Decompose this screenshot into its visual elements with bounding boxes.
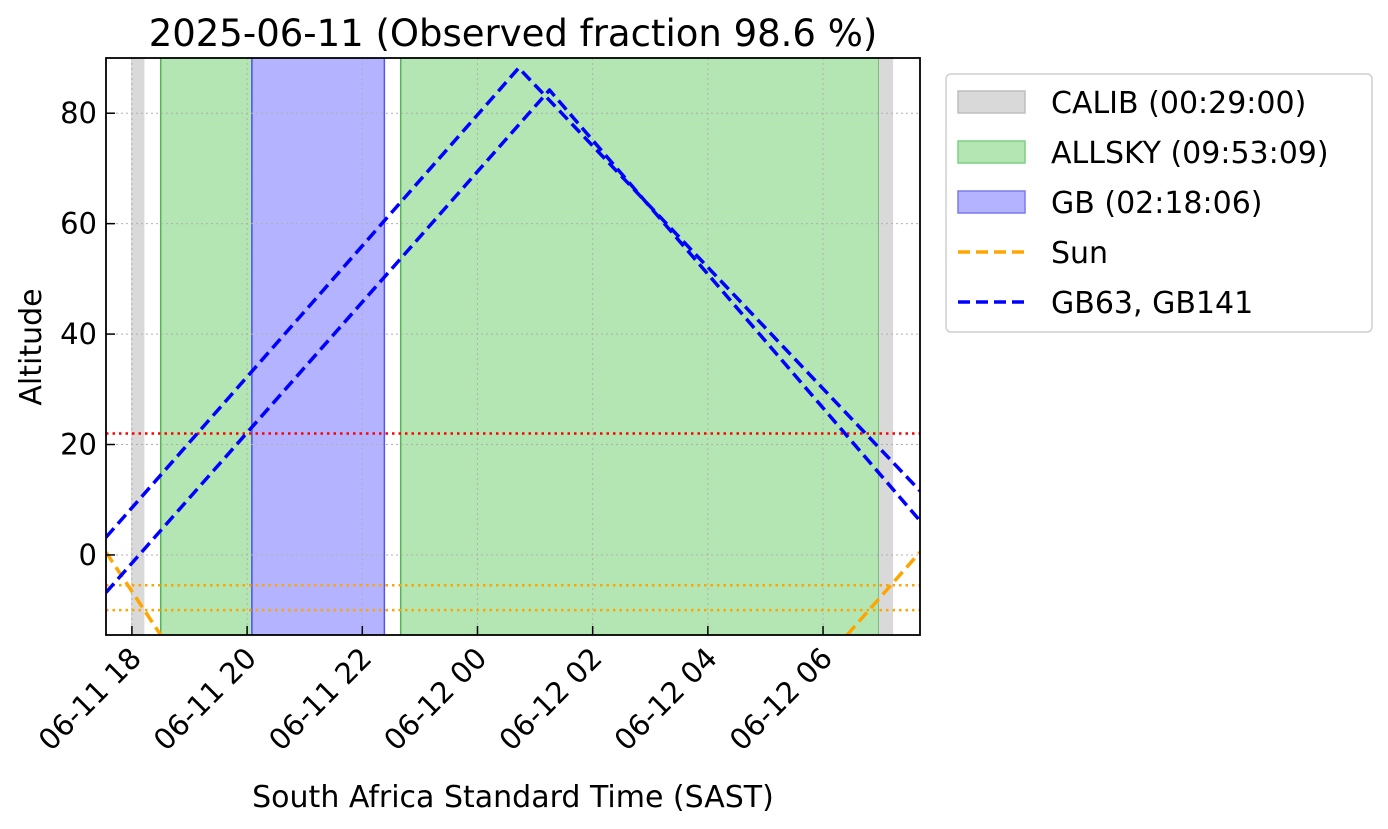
x-tick-label: 06-11 22 xyxy=(262,641,378,757)
legend-label: CALIB (00:29:00) xyxy=(1051,86,1306,121)
y-axis-label: Altitude xyxy=(14,288,49,405)
x-tick-label: 06-12 00 xyxy=(377,641,493,757)
x-tick-label: 06-12 06 xyxy=(723,641,839,757)
legend-swatch xyxy=(957,190,1026,214)
legend-label: Sun xyxy=(1051,236,1108,271)
chart-title: 2025-06-11 (Observed fraction 98.6 %) xyxy=(149,12,878,55)
legend-label: GB (02:18:06) xyxy=(1051,186,1263,221)
y-tick-label: 0 xyxy=(79,538,97,572)
x-tick-label: 06-12 02 xyxy=(492,641,608,757)
series-line-1 xyxy=(845,551,920,635)
legend-swatch xyxy=(957,140,1026,164)
y-tick-label: 60 xyxy=(60,207,97,241)
series-line-3 xyxy=(106,88,920,594)
legend: CALIB (00:29:00) ALLSKY (09:53:09) GB (02:… xyxy=(945,73,1373,333)
span-calib-0 xyxy=(130,58,145,635)
legend-label: ALLSKY (09:53:09) xyxy=(1051,136,1329,171)
x-tick-label: 06-11 18 xyxy=(32,641,148,757)
y-tick-label: 80 xyxy=(60,96,97,130)
plot-frame xyxy=(105,57,921,636)
legend-label: GB63, GB141 xyxy=(1051,286,1253,321)
x-tick-label: 06-11 20 xyxy=(147,641,263,757)
series-line-0 xyxy=(106,551,163,635)
x-axis-label: South Africa Standard Time (SAST) xyxy=(252,780,774,815)
span-allsky-1 xyxy=(160,58,252,635)
plot-content xyxy=(106,58,920,635)
legend-frame xyxy=(945,73,1373,333)
y-tick-label: 20 xyxy=(60,428,97,462)
series-line-2 xyxy=(106,66,920,539)
x-tick-label: 06-12 04 xyxy=(608,641,724,757)
span-allsky-3 xyxy=(400,58,879,635)
span-calib-4 xyxy=(878,58,894,635)
legend-swatch xyxy=(957,90,1026,114)
y-tick-label: 40 xyxy=(60,317,97,351)
